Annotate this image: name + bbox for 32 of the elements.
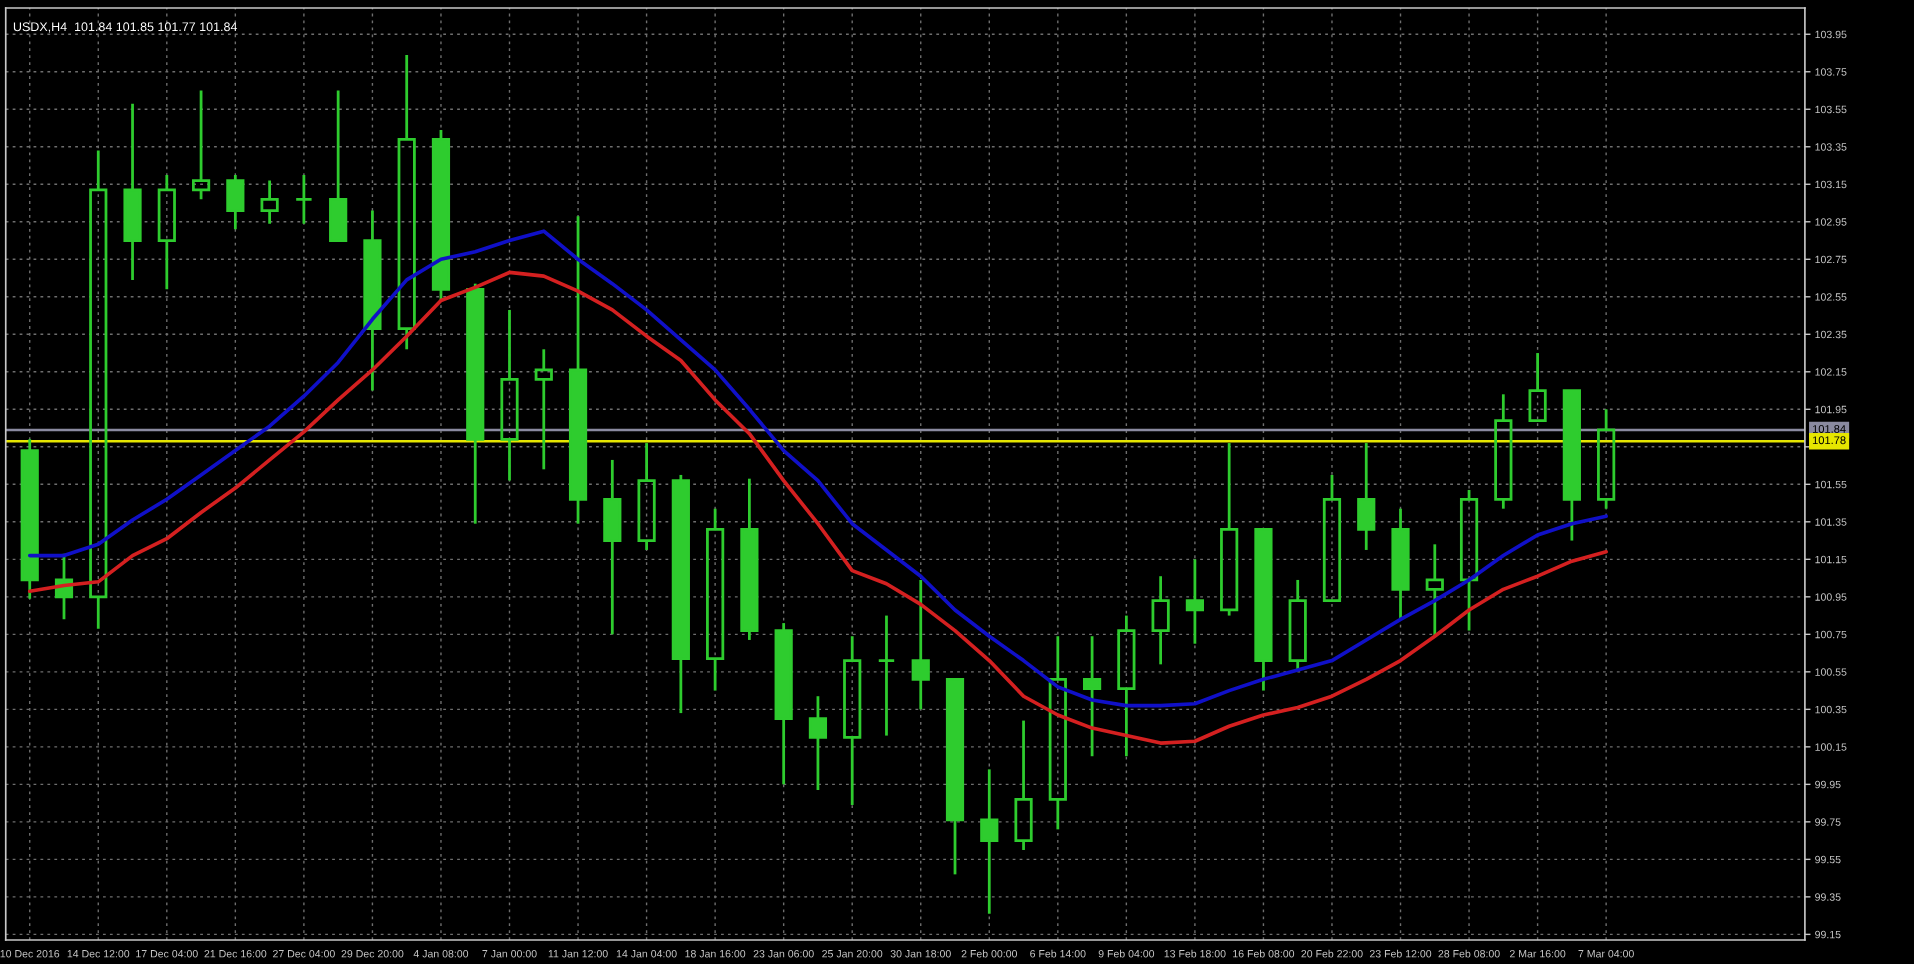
candlestick: [20, 437, 39, 601]
candlestick: [1117, 614, 1136, 758]
candlestick: [1357, 441, 1376, 552]
candlestick: [1597, 407, 1616, 511]
candlestick: [1151, 574, 1170, 666]
candlestick: [603, 458, 622, 636]
candlestick: [911, 578, 930, 711]
candlestick: [808, 694, 828, 792]
candlestick: [1014, 719, 1033, 852]
candlestick: [877, 614, 896, 737]
line-series: [27, 229, 1608, 708]
candlestick: [1391, 507, 1410, 621]
candlestick: [706, 507, 725, 692]
candlestick: [397, 53, 416, 351]
candlestick: [843, 634, 862, 807]
candlestick: [294, 173, 313, 226]
candlestick: [1425, 542, 1444, 638]
candlestick: [1082, 634, 1102, 758]
candlestick: [637, 441, 656, 552]
candlestick: [1048, 634, 1067, 831]
candlestick: [534, 347, 553, 471]
candlestick: [260, 179, 279, 226]
candlestick: [740, 477, 759, 642]
candlestick: [1494, 392, 1513, 511]
candlestick: [980, 767, 999, 916]
candlestick: [123, 102, 142, 282]
candlestick: [157, 173, 176, 291]
candlestick: [1220, 441, 1239, 617]
line-series: [27, 270, 1608, 745]
candlestick: [500, 308, 519, 482]
candlestick: [1185, 557, 1204, 646]
candlestick: [363, 209, 382, 392]
